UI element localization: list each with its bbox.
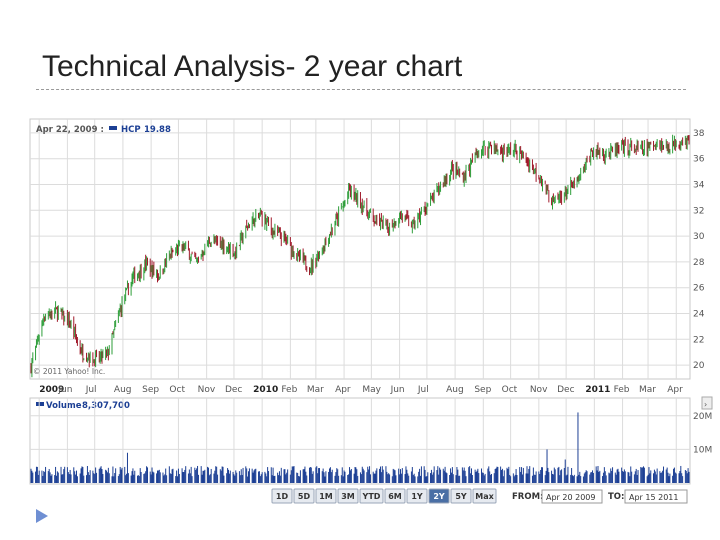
- date-tick-label: Aug: [114, 385, 132, 395]
- range-button-1y[interactable]: 1Y: [406, 488, 428, 504]
- range-button-bg: [428, 488, 450, 504]
- scroll-arrow-icon: ›: [704, 400, 707, 409]
- range-button-bg: [450, 488, 472, 504]
- title-divider: [36, 89, 686, 90]
- range-buttons: 1D 5D 1M 3M YTD 6M 1Y 2Y 5Y Max: [271, 488, 497, 504]
- bullet-arrow-icon: [36, 509, 48, 523]
- range-button-bg: [406, 488, 428, 504]
- range-button-bg: [271, 488, 293, 504]
- date-tick-label: Oct: [169, 385, 185, 395]
- price-tick-label: 26: [693, 284, 705, 294]
- price-tick-label: 30: [693, 232, 705, 242]
- range-button-1d[interactable]: 1D: [271, 488, 293, 504]
- price-tick-label: 32: [693, 206, 704, 216]
- range-button-label: YTD: [362, 492, 381, 501]
- range-button-6m[interactable]: 6M: [384, 488, 406, 504]
- volume-value: 8,307,700: [82, 401, 130, 411]
- quote-date: Apr 22, 2009 :: [36, 125, 104, 135]
- range-button-bg: [384, 488, 406, 504]
- to-date-value: Apr 15 2011: [629, 493, 678, 502]
- slide-title: Technical Analysis- 2 year chart: [42, 50, 463, 83]
- date-tick-label: Jun: [390, 385, 405, 395]
- range-button-2y[interactable]: 2Y: [428, 488, 450, 504]
- date-tick-label: Feb: [614, 385, 630, 395]
- legend-swatch-icon: [109, 126, 117, 130]
- date-tick-label: Jul: [85, 385, 97, 395]
- date-tick-label: 2009: [39, 385, 64, 395]
- range-button-bg: [315, 488, 337, 504]
- to-date-input[interactable]: [624, 489, 688, 504]
- date-tick-label: Nov: [198, 385, 216, 395]
- range-button-ytd[interactable]: YTD: [359, 488, 384, 504]
- price-tick-label: 38: [693, 129, 705, 139]
- from-date-value: Apr 20 2009: [546, 493, 595, 502]
- range-button-bg: [472, 488, 497, 504]
- volume-bars: [30, 412, 690, 483]
- price-tick-label: 28: [693, 258, 705, 268]
- range-button-label: 1M: [319, 492, 333, 501]
- date-tick-label: Mar: [307, 385, 324, 395]
- to-label: TO:: [608, 492, 624, 502]
- volume-label: Volume: [46, 401, 82, 411]
- price-tick-label: 22: [693, 335, 704, 345]
- from-date-input[interactable]: [541, 489, 603, 504]
- range-button-label: 6M: [388, 492, 402, 501]
- range-button-1m[interactable]: 1M: [315, 488, 337, 504]
- quote-symbol: HCP: [121, 125, 141, 135]
- range-button-label: 5Y: [455, 492, 467, 501]
- range-button-5y[interactable]: 5Y: [450, 488, 472, 504]
- date-tick-label: Aug: [446, 385, 464, 395]
- copyright-text: © 2011 Yahoo! Inc.: [33, 367, 105, 376]
- date-tick-label: 2011: [585, 385, 610, 395]
- range-button-label: 3M: [341, 492, 355, 501]
- volume-axis: 10M 20M: [693, 412, 712, 456]
- range-button-5d[interactable]: 5D: [293, 488, 315, 504]
- date-tick-label: Feb: [281, 385, 297, 395]
- price-tick-label: 36: [693, 155, 705, 165]
- date-tick-label: Nov: [530, 385, 548, 395]
- price-grid: [30, 119, 690, 379]
- range-button-label: 5D: [298, 492, 311, 501]
- from-label: FROM:: [512, 492, 543, 502]
- date-tick-label: Mar: [639, 385, 656, 395]
- range-button-max[interactable]: Max: [472, 488, 497, 504]
- volume-swatch-icon: [36, 402, 44, 406]
- volume-tick-label: 10M: [693, 445, 712, 455]
- date-tick-label: Dec: [557, 385, 574, 395]
- price-tick-label: 34: [693, 181, 705, 191]
- range-button-3m[interactable]: 3M: [337, 488, 359, 504]
- range-button-label: Max: [475, 492, 494, 501]
- range-button-bg: [337, 488, 359, 504]
- price-axis: 20 22 24 26 28 30 32 34 36 38: [693, 129, 705, 371]
- range-button-bg: [293, 488, 315, 504]
- date-tick-label: Oct: [502, 385, 518, 395]
- range-button-bg: [359, 488, 384, 504]
- range-button-label: 2Y: [433, 492, 445, 501]
- date-tick-label: 2010: [253, 385, 278, 395]
- date-tick-label: Apr: [335, 385, 351, 395]
- date-tick-label: Apr: [667, 385, 683, 395]
- scroll-handle[interactable]: [701, 396, 713, 410]
- volume-tick-label: 20M: [693, 412, 712, 422]
- date-tick-label: Sep: [142, 385, 159, 395]
- price-tick-label: 20: [693, 361, 705, 371]
- price-panel: [29, 118, 691, 380]
- date-tick-label: Sep: [474, 385, 491, 395]
- range-button-label: 1D: [276, 492, 289, 501]
- price-candles: [30, 134, 690, 378]
- quote-price: 19.88: [144, 125, 171, 135]
- date-tick-label: Jul: [417, 385, 429, 395]
- date-tick-label: May: [362, 385, 381, 395]
- date-tick-label: Jun: [57, 385, 72, 395]
- range-button-label: 1Y: [411, 492, 423, 501]
- price-tick-label: 24: [693, 310, 705, 320]
- date-tick-label: Dec: [225, 385, 242, 395]
